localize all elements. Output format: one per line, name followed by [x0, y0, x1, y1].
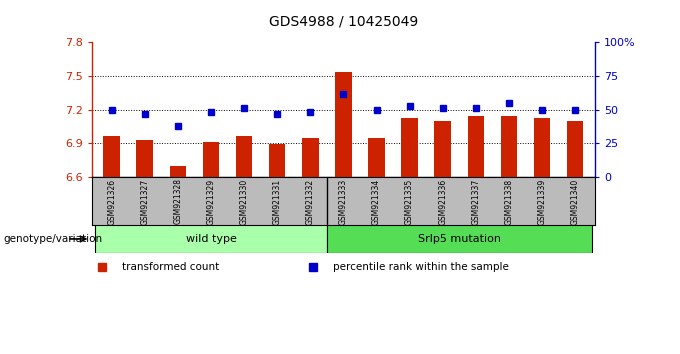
Text: GSM921331: GSM921331	[273, 178, 282, 224]
Text: GSM921340: GSM921340	[571, 178, 579, 225]
Bar	[236, 136, 252, 177]
Text: wild type: wild type	[186, 234, 237, 244]
Text: GSM921328: GSM921328	[173, 178, 182, 224]
Text: GSM921332: GSM921332	[306, 178, 315, 224]
Text: transformed count: transformed count	[122, 262, 219, 273]
Text: GSM921339: GSM921339	[537, 178, 547, 225]
Bar	[534, 118, 550, 177]
Text: GSM921334: GSM921334	[372, 178, 381, 225]
Text: GSM921330: GSM921330	[239, 178, 249, 225]
Bar	[137, 140, 153, 177]
Bar	[95, 225, 327, 253]
Text: genotype/variation: genotype/variation	[3, 234, 103, 244]
Text: Srlp5 mutation: Srlp5 mutation	[418, 234, 500, 244]
Bar	[335, 72, 352, 177]
Bar	[500, 116, 517, 177]
Text: GSM921326: GSM921326	[107, 178, 116, 224]
Text: GDS4988 / 10425049: GDS4988 / 10425049	[269, 14, 418, 28]
Bar	[203, 142, 219, 177]
Bar	[302, 138, 318, 177]
Text: percentile rank within the sample: percentile rank within the sample	[333, 262, 509, 273]
Text: GSM921336: GSM921336	[438, 178, 447, 225]
Text: GSM921333: GSM921333	[339, 178, 348, 225]
Bar	[169, 166, 186, 177]
Bar	[567, 121, 583, 177]
Bar	[435, 121, 451, 177]
Bar	[468, 116, 484, 177]
Text: GSM921335: GSM921335	[405, 178, 414, 225]
Text: GSM921337: GSM921337	[471, 178, 480, 225]
Bar	[327, 225, 592, 253]
Text: GSM921327: GSM921327	[140, 178, 150, 224]
Bar	[369, 138, 385, 177]
Text: GSM921329: GSM921329	[207, 178, 216, 224]
Bar	[401, 118, 418, 177]
Text: GSM921338: GSM921338	[505, 178, 513, 224]
Bar	[103, 136, 120, 177]
Bar	[269, 144, 286, 177]
